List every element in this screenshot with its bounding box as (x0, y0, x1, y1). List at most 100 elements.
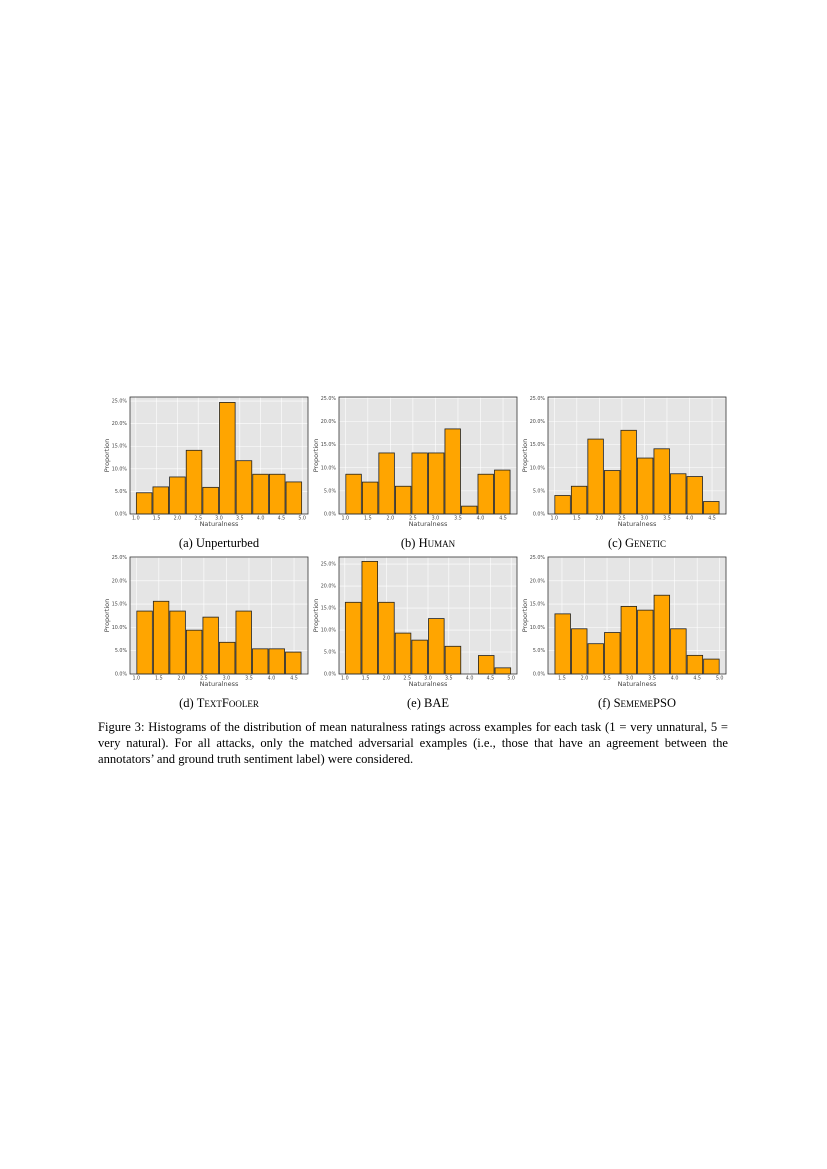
subcaption-letter: (e) (407, 696, 421, 710)
subcaption-letter: (a) (179, 536, 193, 550)
bar (252, 473, 269, 515)
bar (603, 470, 621, 515)
bar (152, 486, 169, 515)
bar (135, 492, 153, 515)
bar (670, 628, 687, 675)
subcaption-letter: (f) (598, 696, 611, 710)
bar (378, 452, 395, 515)
x-tick-label: 2.5 (194, 516, 202, 522)
bar (235, 460, 253, 515)
x-tick-label: 1.5 (558, 676, 566, 682)
bar (235, 610, 252, 675)
y-tick-label: 20.0% (321, 584, 337, 590)
subcaption-name: BAE (424, 696, 449, 710)
y-tick-label: 20.0% (530, 578, 546, 584)
x-axis-label: Naturalness (618, 520, 657, 528)
x-tick-label: 2.0 (383, 676, 391, 682)
y-tick-label: 10.0% (530, 465, 546, 471)
x-tick-label: 3.5 (445, 676, 453, 682)
bar (268, 648, 285, 675)
y-tick-label: 5.0% (324, 488, 337, 494)
x-tick-label: 4.0 (257, 516, 265, 522)
x-tick-label: 3.0 (215, 516, 223, 522)
bar (269, 473, 286, 515)
y-tick-label: 25.0% (530, 555, 546, 561)
x-axis-label: Naturalness (200, 680, 239, 688)
bar (219, 641, 236, 675)
y-tick-label: 25.0% (530, 396, 546, 402)
bar (202, 486, 219, 515)
subcaption: (a) Unperturbed (179, 536, 260, 550)
subcaption: (e) BAE (407, 696, 449, 710)
y-tick-label: 20.0% (530, 419, 546, 425)
plot-frame (547, 556, 727, 675)
x-tick-label: 2.5 (618, 516, 626, 522)
x-tick-label: 1.0 (341, 676, 349, 682)
subcaption: (c) Genetic (608, 536, 666, 550)
bar (394, 632, 412, 675)
y-tick-label: 15.0% (321, 606, 337, 612)
y-axis-label: Proportion (312, 599, 320, 633)
y-tick-label: 15.0% (530, 442, 546, 448)
x-tick-label: 2.0 (174, 516, 182, 522)
y-tick-label: 15.0% (530, 602, 546, 608)
y-tick-label: 20.0% (112, 421, 128, 427)
y-axis-label: Proportion (103, 439, 111, 473)
x-tick-label: 1.5 (362, 676, 370, 682)
y-tick-label: 0.0% (324, 672, 337, 678)
bar (620, 606, 637, 675)
y-tick-label: 25.0% (112, 555, 128, 561)
bar (361, 560, 378, 675)
y-tick-label: 10.0% (112, 466, 128, 472)
bar (637, 457, 654, 515)
x-tick-label: 2.5 (603, 676, 611, 682)
bar (361, 481, 379, 515)
y-axis-label: Proportion (521, 599, 529, 633)
bar (670, 473, 687, 515)
x-tick-label: 4.5 (499, 516, 507, 522)
y-tick-label: 0.0% (115, 672, 128, 678)
x-tick-label: 4.5 (487, 676, 495, 682)
bar (394, 485, 412, 515)
bar (637, 609, 654, 675)
x-tick-label: 1.0 (550, 516, 558, 522)
x-tick-label: 2.0 (596, 516, 604, 522)
bar (378, 601, 395, 675)
bar (185, 449, 203, 515)
figure-caption: Figure 3: Histograms of the distribution… (98, 720, 728, 766)
bar (285, 481, 303, 515)
x-tick-label: 3.0 (432, 516, 440, 522)
x-tick-label: 3.0 (424, 676, 432, 682)
bar (587, 643, 604, 675)
y-tick-label: 20.0% (112, 578, 128, 584)
x-tick-label: 1.0 (132, 516, 140, 522)
x-tick-label: 3.5 (454, 516, 462, 522)
bar (653, 594, 671, 675)
bar (444, 428, 461, 515)
x-tick-label: 2.0 (178, 676, 186, 682)
bar (344, 601, 362, 675)
x-axis-label: Naturalness (409, 680, 448, 688)
y-tick-label: 25.0% (321, 396, 337, 402)
bar (411, 452, 428, 515)
subcaption-name: TextFooler (197, 696, 259, 710)
x-tick-label: 2.5 (403, 676, 411, 682)
y-tick-label: 5.0% (115, 489, 128, 495)
x-tick-label: 2.0 (581, 676, 589, 682)
x-tick-label: 1.5 (153, 516, 161, 522)
x-tick-label: 3.5 (648, 676, 656, 682)
bar (136, 610, 153, 675)
bar (428, 618, 445, 675)
y-axis-label: Proportion (312, 439, 320, 473)
bar (444, 645, 462, 675)
x-tick-label: 4.0 (466, 676, 474, 682)
bar (620, 429, 637, 515)
bar (185, 629, 203, 675)
x-tick-label: 4.5 (708, 516, 716, 522)
bar (252, 648, 269, 675)
bar (653, 448, 670, 515)
subcaption-name: Human (419, 536, 456, 550)
x-tick-label: 4.5 (278, 516, 286, 522)
